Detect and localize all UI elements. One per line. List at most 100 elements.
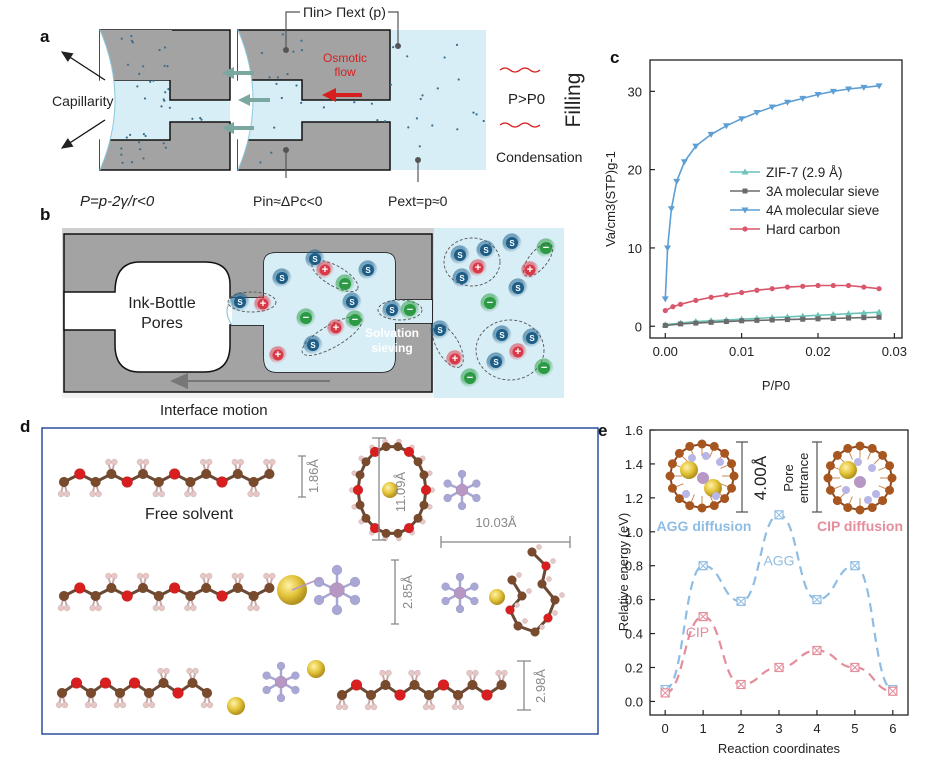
panel-b: b Ink-Bottle Pores Solvation sieving S ++… (40, 205, 564, 419)
dim-5-label: 2.98Å (533, 669, 548, 703)
atom (58, 476, 70, 488)
atom (190, 604, 197, 612)
anion: − (480, 293, 500, 313)
ball-core (309, 253, 321, 265)
atom (185, 590, 196, 602)
atom (95, 604, 102, 612)
atom (381, 528, 391, 538)
atom (527, 547, 537, 557)
ball-core (404, 304, 416, 316)
atom (216, 476, 228, 488)
cage-structure (823, 441, 897, 515)
data-point (722, 123, 730, 130)
liquid-molecule (160, 105, 163, 108)
outflow-arrow-head-2 (238, 94, 250, 106)
state-marker (774, 662, 784, 673)
solvation-shell (475, 319, 545, 381)
liquid-molecule (130, 39, 133, 42)
data-point (799, 95, 807, 102)
atom (541, 561, 551, 571)
ball-symbol: + (260, 298, 266, 310)
atom (546, 576, 552, 582)
atom (329, 582, 345, 598)
marker-cross (660, 688, 670, 698)
atom (84, 701, 92, 709)
atom (550, 595, 560, 605)
data-point (707, 131, 715, 138)
y-tick-label: 1.4 (625, 457, 643, 472)
atom (128, 677, 141, 689)
ball-core (526, 332, 538, 344)
atom (441, 596, 450, 606)
atom (216, 590, 228, 602)
y-tick-label: 0.6 (625, 593, 643, 608)
atom (269, 458, 276, 466)
atom (507, 575, 517, 585)
ball-core (276, 272, 288, 284)
ball-symbol: S (459, 274, 465, 283)
data-point (784, 284, 791, 290)
atom (111, 572, 118, 580)
atom (253, 490, 260, 498)
atom (451, 703, 459, 711)
atom (526, 588, 532, 594)
sodium-atom (227, 697, 245, 715)
dim-3-line (440, 536, 571, 548)
solvent-molecule: S (450, 245, 470, 265)
y-tick-label: 0.0 (625, 694, 643, 709)
atom (264, 468, 275, 480)
solvent-molecule: S (342, 292, 362, 312)
liquid-molecule (142, 133, 145, 136)
atom (114, 687, 126, 699)
liquid-molecule (142, 157, 145, 160)
liquid-molecule (144, 134, 147, 138)
y-tick-label: 1.2 (625, 491, 643, 506)
sodium-atom (839, 461, 857, 479)
atom (413, 513, 423, 523)
marker-cross (850, 561, 860, 571)
data-point (739, 318, 745, 324)
atom (419, 470, 429, 480)
y-tick-label: 0.8 (625, 559, 643, 574)
phosphorus-atom (697, 472, 709, 484)
solvent-molecule: S (305, 249, 325, 269)
ball-core (434, 324, 446, 336)
atom (878, 496, 888, 506)
data-point (708, 319, 714, 325)
atom (472, 669, 479, 677)
marker-cross (736, 680, 746, 689)
pi-bracket-right (388, 11, 399, 46)
atom (187, 677, 198, 689)
ball-symbol: S (493, 358, 499, 367)
atom (481, 689, 493, 701)
atom (158, 677, 169, 689)
ball-symbol: S (529, 334, 535, 343)
liquid-molecule (143, 97, 147, 100)
atom (496, 679, 507, 691)
atom (192, 667, 199, 675)
x-tick-label: 2 (737, 721, 744, 736)
data-point (875, 308, 883, 315)
interface-motion-label: Interface motion (160, 402, 268, 419)
fluorine-atom (702, 452, 710, 460)
data-point (861, 284, 867, 290)
atom (361, 513, 371, 523)
ball-core (349, 314, 361, 326)
atom (137, 468, 149, 480)
atom (352, 484, 364, 496)
liquid-molecule (431, 124, 434, 127)
ball-core (512, 282, 524, 294)
pi-bracket-left (285, 11, 300, 50)
fluorine-atom (716, 458, 724, 466)
atom (495, 669, 502, 677)
atom (825, 485, 835, 495)
ball-symbol: S (237, 298, 243, 307)
data-point (692, 143, 700, 150)
y-tick-label: 0 (635, 319, 642, 334)
atom (536, 544, 542, 550)
ball-symbol: − (467, 372, 473, 384)
fluorine-atom (872, 490, 880, 498)
solvent-molecule: S (272, 268, 292, 288)
series-line (664, 284, 880, 312)
atom (887, 473, 897, 483)
